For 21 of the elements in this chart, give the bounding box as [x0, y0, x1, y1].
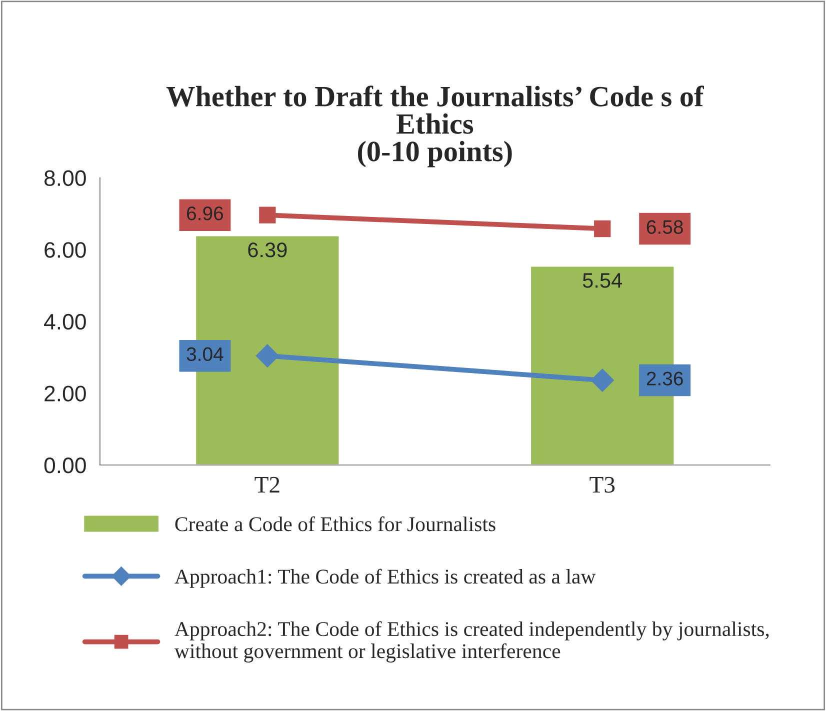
point [256, 344, 279, 368]
point [590, 368, 614, 392]
data-label: 6.58 [646, 220, 683, 234]
y-tick-label: 0.00 [44, 458, 86, 474]
y-tick-label: 2.00 [44, 386, 86, 402]
data-label: 5.54 [582, 273, 622, 288]
legend-label: Approach1: The Code of Ethics is created as a law [174, 568, 596, 588]
chart-title: Whether to Draft the Journalists’ Code s of Ethics (0-10 points) [166, 86, 704, 168]
legend-label: Approach2: The Code of Ethics is created independently by journalists, without government or legislative interference [174, 621, 769, 662]
y-tick-label: 4.00 [44, 314, 86, 330]
data-label: 6.96 [187, 206, 224, 220]
y-tick-label: 6.00 [44, 242, 86, 258]
legend-label: Create a Code of Ethics for Journalists [175, 516, 496, 532]
data-label: 3.04 [186, 347, 224, 362]
x-tick-label: T3 [590, 476, 615, 493]
y-tick-label: 8.00 [44, 170, 86, 186]
point [594, 220, 611, 238]
point [259, 206, 276, 224]
data-label: 6.39 [248, 242, 287, 258]
data-label: 2.36 [646, 372, 683, 386]
x-tick-label: T2 [254, 476, 280, 492]
